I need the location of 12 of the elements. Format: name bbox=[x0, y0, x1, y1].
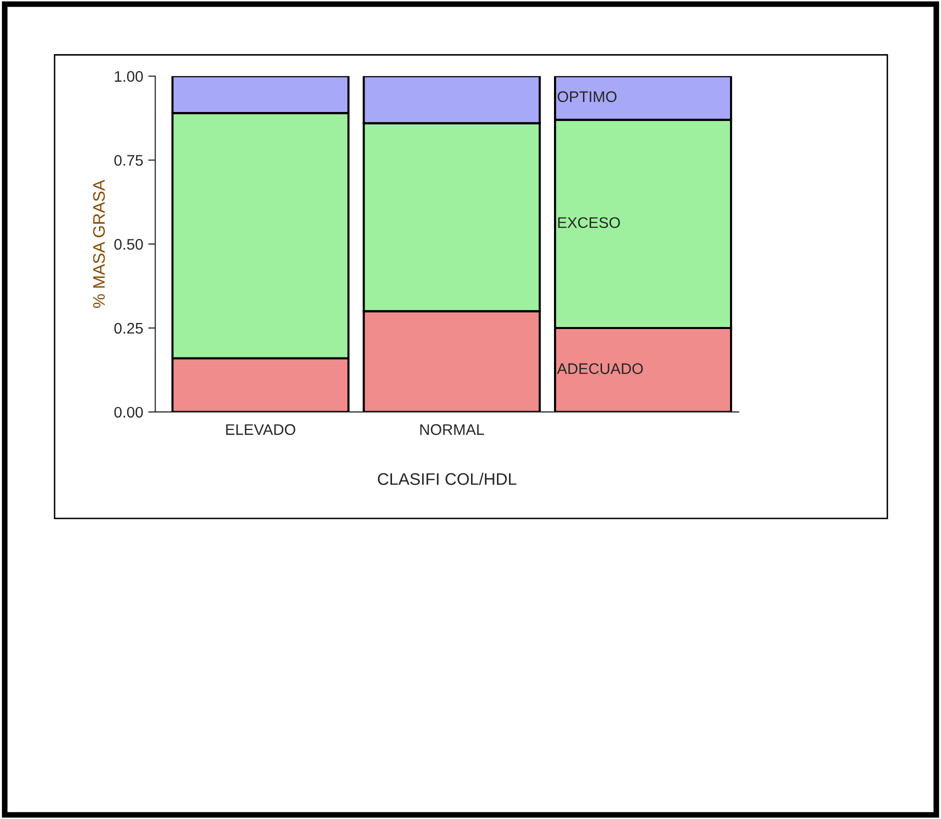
x-tick-label: NORMAL bbox=[420, 424, 484, 435]
series-label: ADECUADO bbox=[556, 363, 643, 374]
y-tick-label: 0.50 bbox=[114, 238, 143, 250]
y-axis-title: % MASA GRASA bbox=[93, 180, 105, 308]
y-tick-label: 0.75 bbox=[114, 154, 143, 166]
y-tick-label: 0.00 bbox=[114, 406, 143, 418]
series-label: EXCESO bbox=[558, 217, 620, 228]
x-axis-title: CLASIFI COL/HDL bbox=[378, 472, 516, 485]
y-tick-label: 0.25 bbox=[114, 322, 143, 334]
x-tick-label: ELEVADO bbox=[226, 424, 296, 435]
series-label: OPTIMO bbox=[558, 91, 616, 102]
y-tick-label: 1.00 bbox=[114, 71, 143, 82]
